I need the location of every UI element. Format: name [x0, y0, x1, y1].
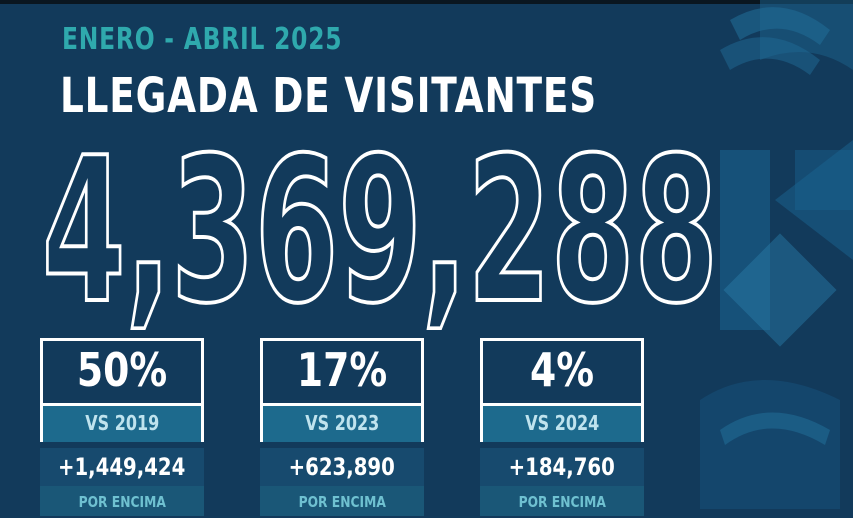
percent-box: 17% VS 2023 — [260, 338, 424, 442]
stat-card-2019: 50% VS 2019 +1,449,424 POR ENCIMA — [40, 338, 204, 516]
stat-card-2023: 17% VS 2023 +623,890 POR ENCIMA — [260, 338, 424, 516]
difference-note: POR ENCIMA — [260, 486, 424, 516]
comparison-year-label: VS 2019 — [84, 411, 159, 435]
percent-value: 17% — [296, 343, 388, 397]
difference-value: +1,449,424 — [40, 448, 204, 486]
percent-value: 50% — [76, 343, 168, 397]
period-subtitle: ENERO - ABRIL 2025 — [62, 22, 343, 57]
difference-value: +623,890 — [260, 448, 424, 486]
difference-text: +623,890 — [288, 453, 396, 481]
difference-text: +1,449,424 — [58, 453, 186, 481]
difference-note-text: POR ENCIMA — [518, 493, 606, 511]
comparison-year: VS 2023 — [263, 403, 421, 442]
top-edge-bar — [0, 0, 853, 4]
difference-text: +184,760 — [508, 453, 616, 481]
stat-card-2024: 4% VS 2024 +184,760 POR ENCIMA — [480, 338, 644, 516]
difference-value: +184,760 — [480, 448, 644, 486]
comparison-year-label: VS 2023 — [304, 411, 379, 435]
page-title: LLEGADA DE VISITANTES — [60, 68, 597, 124]
difference-note: POR ENCIMA — [480, 486, 644, 516]
difference-note-text: POR ENCIMA — [298, 493, 386, 511]
percent-value: 4% — [529, 343, 595, 397]
percent-box: 50% VS 2019 — [40, 338, 204, 442]
total-visitors-number: 4,369,288 — [40, 140, 720, 330]
total-visitors-text: 4,369,288 — [42, 140, 718, 330]
decorative-pattern — [700, 0, 853, 509]
comparison-year: VS 2019 — [43, 403, 201, 442]
difference-note-text: POR ENCIMA — [78, 493, 166, 511]
percent-box: 4% VS 2024 — [480, 338, 644, 442]
comparison-year: VS 2024 — [483, 403, 641, 442]
difference-note: POR ENCIMA — [40, 486, 204, 516]
comparison-year-label: VS 2024 — [524, 411, 599, 435]
